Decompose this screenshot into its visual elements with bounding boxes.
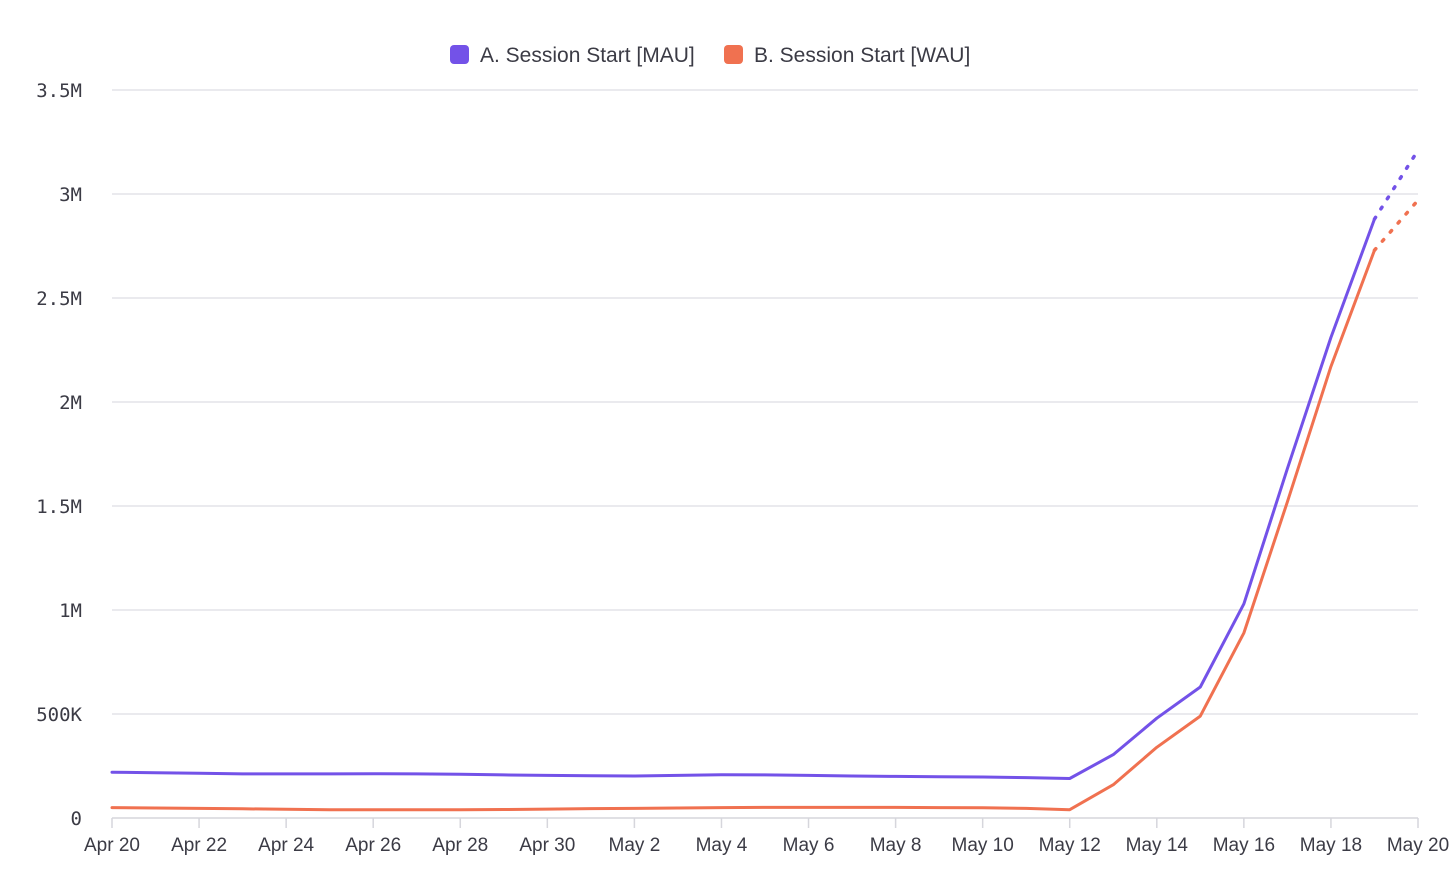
x-tick-label: May 16 [1213, 835, 1275, 856]
series-lines [110, 148, 1420, 812]
x-tick-label: May 12 [1039, 835, 1101, 856]
x-tick-label: May 18 [1300, 835, 1362, 856]
x-tick-label: Apr 28 [432, 835, 488, 856]
x-tick-label: Apr 20 [84, 835, 140, 856]
x-tick-label: May 8 [870, 835, 922, 856]
x-tick-label: Apr 26 [345, 835, 401, 856]
y-axis-tick-labels: 0 500K 1M 1.5M 2M 2.5M 3M 3.5M [36, 80, 82, 830]
y-tick-label: 2M [59, 392, 82, 414]
legend-item-a[interactable]: A. Session Start [MAU] [450, 44, 695, 67]
legend-label: B. Session Start [WAU] [754, 44, 970, 67]
x-tick-label: May 2 [609, 835, 661, 856]
y-tick-label: 3M [59, 184, 82, 206]
x-tick-label: Apr 22 [171, 835, 227, 856]
y-tick-label: 1.5M [36, 496, 82, 518]
y-tick-label: 3.5M [36, 80, 82, 102]
x-tick-label: Apr 24 [258, 835, 314, 856]
y-tick-label: 1M [59, 600, 82, 622]
x-tick-label: May 20 [1387, 835, 1449, 856]
x-tick-label: May 10 [952, 835, 1014, 856]
legend-label: A. Session Start [MAU] [480, 44, 695, 67]
series-projection-a [1372, 148, 1420, 221]
y-tick-label: 500K [36, 704, 82, 726]
legend-swatch [450, 45, 469, 64]
legend-swatch [724, 45, 743, 64]
x-axis-tick-labels: Apr 20 Apr 22 Apr 24 Apr 26 Apr 28 Apr 30 May … [84, 835, 1449, 856]
x-tick-label: May 4 [696, 835, 748, 856]
x-axis [111, 817, 1419, 828]
y-tick-label: 2.5M [36, 288, 82, 310]
legend-item-b[interactable]: B. Session Start [WAU] [724, 44, 970, 67]
grid-lines [112, 89, 1418, 715]
series-projection-b [1372, 198, 1420, 252]
x-tick-label: May 14 [1126, 835, 1189, 856]
x-tick-label: May 6 [783, 835, 835, 856]
y-tick-label: 0 [71, 808, 82, 830]
x-tick-label: Apr 30 [519, 835, 575, 856]
series-line-a[interactable] [110, 217, 1376, 780]
series-line-b[interactable] [110, 248, 1376, 812]
legend[interactable]: A. Session Start [MAU] B. Session Start [… [450, 44, 970, 67]
